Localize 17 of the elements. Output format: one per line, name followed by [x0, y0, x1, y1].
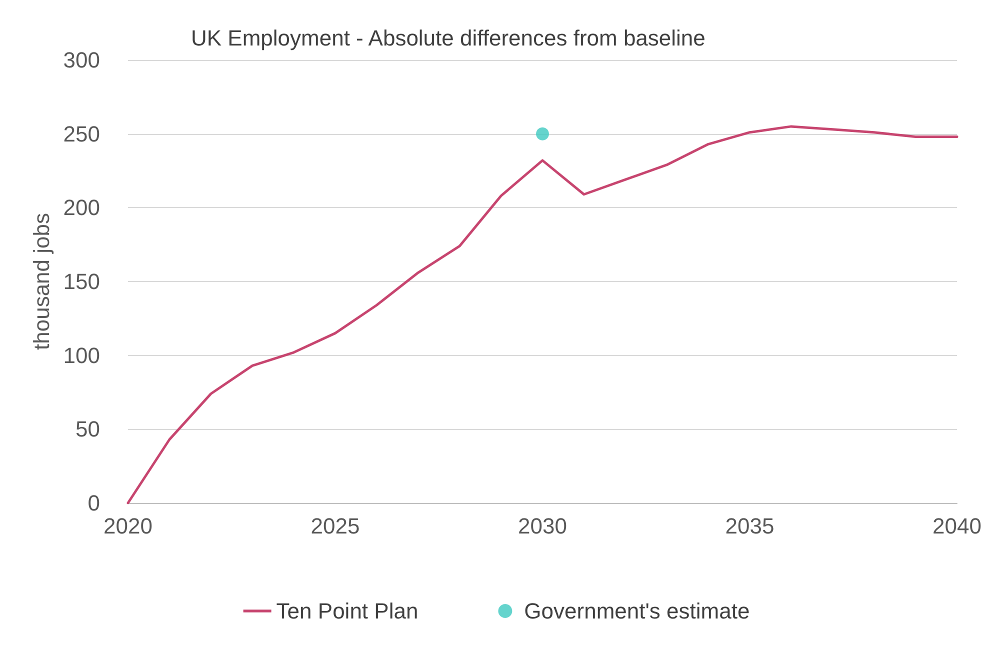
- y-tick-label: 0: [88, 490, 100, 516]
- y-tick-label: 100: [63, 342, 100, 368]
- y-axis-title: thousand jobs: [28, 213, 54, 350]
- x-tick-label: 2030: [518, 514, 567, 538]
- x-tick-label: 2025: [310, 514, 360, 538]
- line-series: [126, 125, 958, 504]
- y-tick-label: 200: [63, 195, 100, 220]
- x-tick-label: 2020: [104, 514, 152, 538]
- y-tick-label: 250: [63, 121, 100, 146]
- y-tick-label: 150: [63, 269, 100, 294]
- chart-title: UK Employment - Absolute differences from baseline: [191, 26, 706, 50]
- legend-label: Government's estimate: [524, 598, 750, 624]
- y-tick-label: 50: [76, 416, 100, 442]
- y-tick-label: 300: [63, 48, 100, 72]
- x-tick-label: 2040: [932, 514, 982, 538]
- legend-label: Ten Point Plan: [276, 598, 418, 624]
- x-tick-label: 2035: [725, 514, 774, 538]
